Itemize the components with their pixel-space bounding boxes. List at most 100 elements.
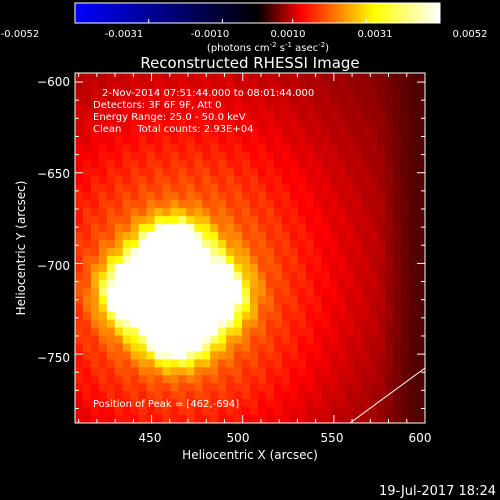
heatmap-cell (234, 303, 243, 313)
heatmap-cell (138, 383, 148, 392)
heatmap-cell (273, 248, 283, 257)
heatmap-cell (106, 144, 116, 154)
heatmap-cell (265, 255, 275, 265)
heatmap-cell (162, 96, 172, 106)
heatmap-cell (297, 80, 307, 90)
heatmap-cell (90, 263, 100, 273)
heatmap-cell (122, 224, 132, 233)
heatmap-cell (313, 128, 323, 138)
annotation-detectors: Detectors: 3F 6F 9F, Att 0 (93, 100, 221, 111)
heatmap-cell (146, 128, 156, 138)
heatmap-cell (305, 192, 315, 201)
heatmap-cell (337, 73, 347, 82)
heatmap-cell (194, 232, 203, 241)
heatmap-cell (146, 240, 156, 249)
heatmap-cell (130, 232, 140, 241)
heatmap-cell (289, 295, 299, 305)
heatmap-cell (353, 311, 362, 321)
heatmap-cell (250, 375, 259, 384)
heatmap-cell (345, 232, 354, 241)
heatmap-cell (281, 160, 291, 170)
heatmap-cell (337, 359, 347, 368)
heatmap-cell (321, 73, 331, 82)
heatmap-cell (82, 335, 92, 345)
heatmap-cell (289, 184, 299, 193)
heatmap-cell (313, 375, 323, 384)
heatmap-cell (409, 160, 418, 170)
heatmap-cell (337, 112, 347, 122)
heatmap-cell (82, 112, 92, 122)
heatmap-cell (273, 176, 283, 185)
heatmap-cell (186, 407, 195, 416)
heatmap-cell (138, 208, 148, 217)
heatmap-cell (369, 351, 378, 360)
heatmap-cell (329, 311, 339, 321)
heatmap-cell (409, 240, 418, 249)
heatmap-cell (226, 327, 235, 337)
heatmap-cell (353, 120, 362, 130)
heatmap-cell (98, 255, 108, 265)
heatmap-cell (114, 73, 124, 82)
heatmap-cell (202, 399, 211, 408)
heatmap-cell (257, 248, 267, 257)
heatmap-cell (178, 407, 187, 416)
heatmap-cell (353, 176, 362, 185)
heatmap-cell (234, 224, 243, 233)
heatmap-cell (130, 128, 140, 138)
heatmap-cell (114, 128, 124, 138)
heatmap-cell (186, 391, 195, 400)
heatmap-cell (369, 128, 378, 138)
heatmap-cell (409, 399, 418, 408)
heatmap-cell (265, 184, 275, 193)
heatmap-cell (265, 319, 275, 329)
heatmap-cell (297, 399, 307, 408)
heatmap-cell (250, 120, 259, 130)
heatmap-cell (385, 232, 394, 241)
heatmap-cell (82, 216, 92, 225)
heatmap-cell (138, 271, 148, 281)
heatmap-cell (361, 224, 370, 233)
heatmap-cell (122, 287, 132, 297)
heatmap-cell (377, 224, 386, 233)
heatmap-cell (369, 367, 378, 376)
heatmap-cell (226, 375, 235, 384)
heatmap-cell (393, 391, 402, 400)
heatmap-cell (234, 248, 243, 257)
heatmap-cell (210, 367, 219, 376)
heatmap-cell (234, 144, 243, 154)
heatmap-cell (250, 311, 259, 321)
heatmap-cell (178, 255, 187, 265)
heatmap-cell (337, 232, 347, 241)
heatmap-cell (313, 73, 323, 82)
heatmap-cell (377, 391, 386, 400)
heatmap-cell (313, 200, 323, 209)
heatmap-cell (385, 295, 394, 305)
heatmap-cell (146, 152, 156, 162)
heatmap-cell (337, 263, 347, 273)
heatmap-cell (154, 168, 164, 177)
heatmap-cell (377, 184, 386, 193)
heatmap-cell (114, 224, 124, 233)
heatmap-cell (409, 327, 418, 337)
heatmap-cell (393, 232, 402, 241)
heatmap-cell (337, 287, 347, 297)
heatmap-cell (75, 279, 84, 289)
heatmap-cell (369, 168, 378, 177)
heatmap-cell (385, 136, 394, 146)
heatmap-cell (257, 120, 267, 130)
heatmap-cell (289, 351, 299, 360)
heatmap-cell (273, 184, 283, 193)
heatmap-cell (401, 327, 410, 337)
colorbar-ticks (74, 19, 441, 23)
heatmap-cell (385, 240, 394, 249)
heatmap-cell (257, 271, 267, 281)
heatmap-cell (75, 351, 84, 360)
heatmap-cell (250, 359, 259, 368)
heatmap-cell (377, 73, 386, 82)
heatmap-cell (106, 335, 116, 345)
heatmap-cell (98, 399, 108, 408)
heatmap-cell (385, 200, 394, 209)
heatmap-cell (409, 96, 418, 106)
heatmap-cell (417, 367, 425, 376)
heatmap-cell (106, 295, 116, 305)
